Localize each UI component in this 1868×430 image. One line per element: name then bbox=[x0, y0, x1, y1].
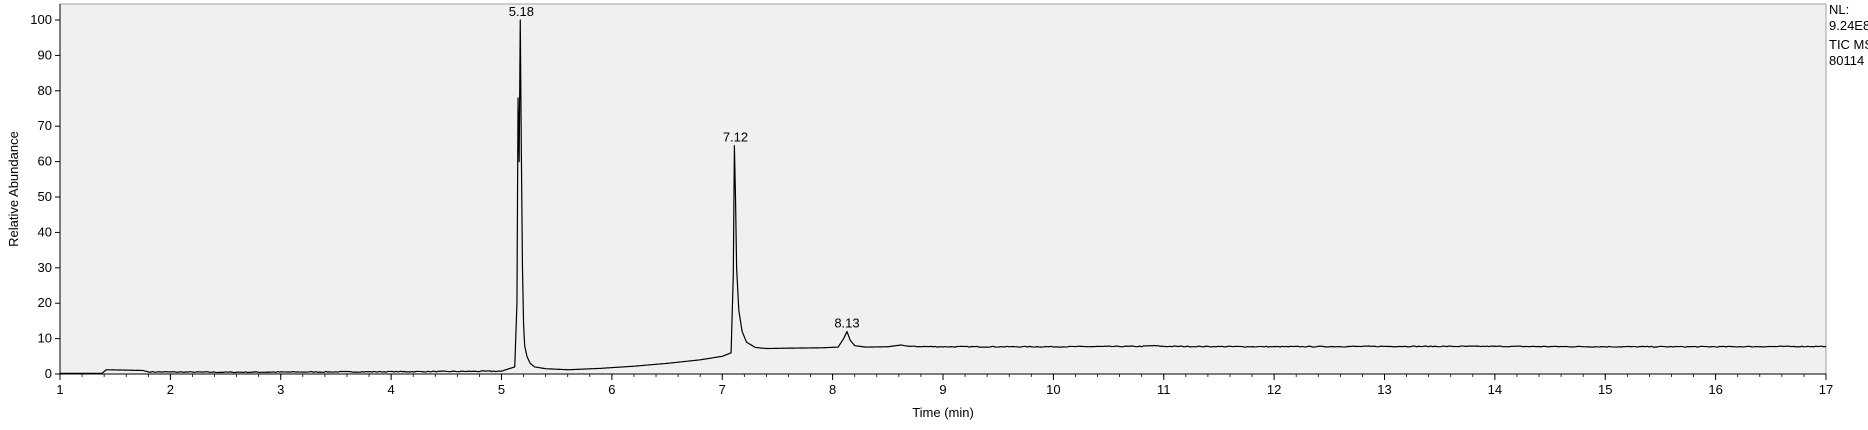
x-tick-label: 11 bbox=[1157, 382, 1171, 397]
peak-label: 5.18 bbox=[509, 4, 534, 19]
y-tick-label: 40 bbox=[38, 224, 52, 239]
y-tick-label: 70 bbox=[38, 118, 52, 133]
y-tick-label: 20 bbox=[38, 295, 52, 310]
x-tick-label: 14 bbox=[1488, 382, 1502, 397]
x-tick-label: 6 bbox=[608, 382, 615, 397]
peak-label: 7.12 bbox=[723, 130, 748, 145]
y-tick-label: 60 bbox=[38, 154, 52, 169]
trace-label: TIC MS bbox=[1829, 37, 1868, 52]
x-tick-label: 13 bbox=[1377, 382, 1391, 397]
x-tick-label: 9 bbox=[939, 382, 946, 397]
x-tick-label: 8 bbox=[829, 382, 836, 397]
x-axis-ticks: 1 2 3 4 5 6 7 8 9 10 11 12 13 14 15 16 17 bbox=[56, 374, 1833, 397]
x-tick-label: 2 bbox=[167, 382, 174, 397]
y-tick-label: 30 bbox=[38, 260, 52, 275]
info-panel: NL: 9.24E8 TIC MS 80114 bbox=[1829, 2, 1868, 68]
x-tick-label: 7 bbox=[719, 382, 726, 397]
x-tick-label: 4 bbox=[388, 382, 395, 397]
y-axis-title: Relative Abundance bbox=[6, 131, 21, 247]
x-axis-title: Time (min) bbox=[912, 405, 974, 420]
x-tick-label: 15 bbox=[1598, 382, 1612, 397]
x-tick-label: 17 bbox=[1819, 382, 1833, 397]
peak-annotations: 5.18 7.12 8.13 bbox=[509, 4, 860, 331]
y-tick-label: 90 bbox=[38, 47, 52, 62]
y-tick-label: 0 bbox=[45, 366, 52, 381]
y-tick-label: 100 bbox=[30, 12, 52, 27]
x-tick-label: 5 bbox=[498, 382, 505, 397]
y-tick-label: 10 bbox=[38, 331, 52, 346]
plot-area bbox=[59, 3, 1827, 375]
y-tick-label: 80 bbox=[38, 83, 52, 98]
x-tick-label: 3 bbox=[277, 382, 284, 397]
x-axis-minor-ticks bbox=[59, 374, 1827, 377]
nl-value: 9.24E8 bbox=[1829, 18, 1868, 33]
x-tick-label: 1 bbox=[56, 382, 63, 397]
chromatogram-trace bbox=[60, 19, 1827, 374]
x-tick-label: 16 bbox=[1708, 382, 1722, 397]
peak-label: 8.13 bbox=[834, 316, 859, 331]
x-tick-label: 10 bbox=[1046, 382, 1060, 397]
y-axis-ticks: 0 10 20 30 40 50 60 70 80 90 100 bbox=[30, 12, 60, 381]
file-id: 80114 bbox=[1829, 53, 1864, 68]
y-tick-label: 50 bbox=[38, 189, 52, 204]
x-tick-label: 12 bbox=[1267, 382, 1281, 397]
nl-label: NL: bbox=[1829, 2, 1849, 17]
